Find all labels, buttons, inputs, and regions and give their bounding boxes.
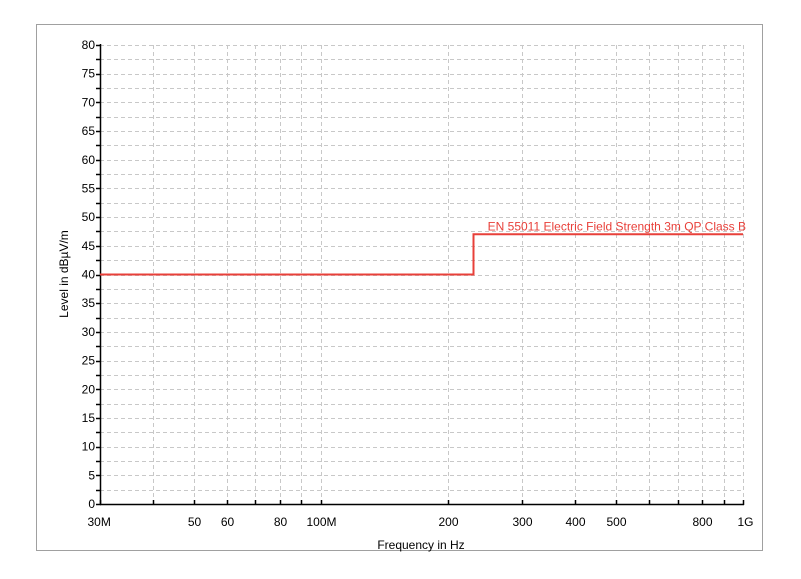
x-tick-label: 300 <box>512 515 532 529</box>
x-tick-label: 500 <box>606 515 626 529</box>
x-tick-label: 50 <box>188 515 202 529</box>
x-tick-label: 80 <box>274 515 288 529</box>
y-tick-label: 30 <box>82 325 96 339</box>
y-tick-label: 20 <box>82 382 96 396</box>
x-axis-label: Frequency in Hz <box>377 538 464 552</box>
y-tick-label: 45 <box>82 239 96 253</box>
y-tick-label: 65 <box>82 124 96 138</box>
y-tick-label: 50 <box>82 210 96 224</box>
y-tick-label: 15 <box>82 411 96 425</box>
y-tick-label: 0 <box>88 497 95 511</box>
y-tick-label: 60 <box>82 153 96 167</box>
x-tick-label: 1G <box>737 515 753 529</box>
y-tick-label: 10 <box>82 440 96 454</box>
grid <box>100 45 744 504</box>
y-tick-label: 25 <box>82 354 96 368</box>
y-tick-label: 5 <box>88 468 95 482</box>
y-tick-label: 55 <box>82 181 96 195</box>
x-tick-label: 100M <box>306 515 336 529</box>
x-tick-label: 400 <box>565 515 585 529</box>
x-tick-label: 800 <box>692 515 712 529</box>
series-label: EN 55011 Electric Field Strength 3m QP C… <box>488 219 746 233</box>
y-tick-label: 35 <box>82 296 96 310</box>
y-axis-label: Level in dBµV/m <box>57 230 71 318</box>
x-tick-label: 200 <box>438 515 458 529</box>
y-tick-label: 80 <box>82 38 96 52</box>
y-tick-label: 70 <box>82 95 96 109</box>
series: EN 55011 Electric Field Strength 3m QP C… <box>100 219 746 276</box>
y-tick-label: 40 <box>82 268 96 282</box>
chart-frame <box>36 24 763 551</box>
x-tick-label: 60 <box>221 515 235 529</box>
y-tick-label: 75 <box>82 67 96 81</box>
x-tick-label: 30M <box>88 515 111 529</box>
limit-line <box>100 233 743 276</box>
axes: 0 5 10 15 20 25 30 35 40 45 50 55 60 65 70 75 80 30M 50 60 8… <box>82 38 754 529</box>
